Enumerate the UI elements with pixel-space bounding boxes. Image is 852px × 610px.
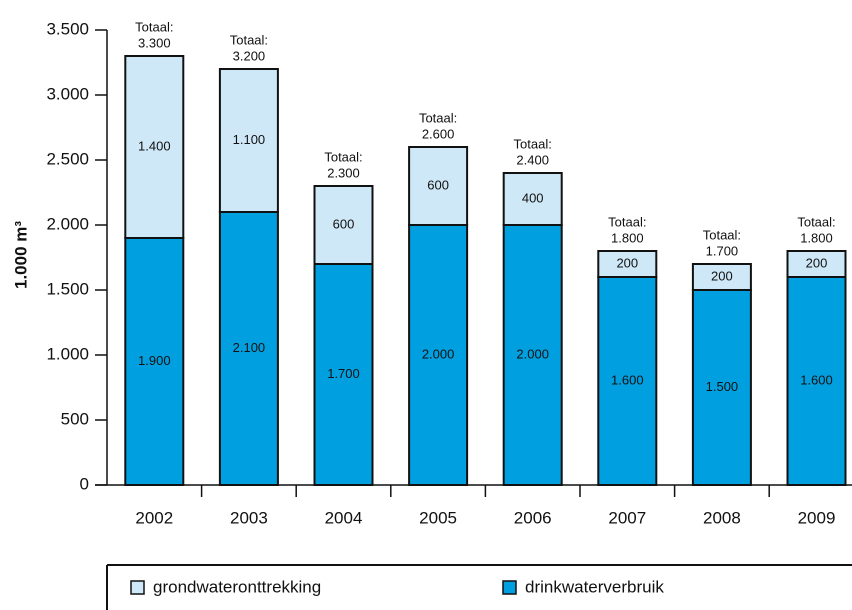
y-tick-label: 3.500	[46, 19, 89, 38]
data-label: 200	[711, 268, 733, 283]
bar-segment	[502, 172, 563, 226]
total-label: 1.800	[611, 230, 644, 245]
total-label: 2.400	[516, 152, 549, 167]
x-tick-label: 2002	[135, 508, 173, 527]
bar-segment	[597, 250, 658, 278]
y-tick-label: 1.500	[46, 279, 89, 298]
x-tick-label: 2004	[325, 508, 363, 527]
data-label: 1.700	[327, 366, 360, 381]
legend-label: drinkwaterverbruik	[525, 577, 664, 596]
y-tick-label: 3.000	[46, 84, 89, 103]
data-label: 1.400	[138, 138, 171, 153]
bar-segment	[124, 237, 185, 486]
total-prefix: Totaal:	[608, 214, 646, 229]
total-prefix: Totaal:	[135, 19, 173, 34]
legend-swatch	[130, 580, 145, 595]
total-label: 2.300	[327, 165, 360, 180]
bar-segment	[313, 263, 374, 486]
data-label: 400	[522, 190, 544, 205]
x-tick-label: 2006	[514, 508, 552, 527]
y-tick-label: 2.500	[46, 149, 89, 168]
legend-label: grondwateronttrekking	[153, 577, 321, 596]
y-tick-label: 0	[80, 474, 89, 493]
total-prefix: Totaal:	[703, 227, 741, 242]
x-tick-label: 2007	[608, 508, 646, 527]
x-tick-label: 2005	[419, 508, 457, 527]
x-tick-label: 2003	[230, 508, 268, 527]
data-label: 1.600	[611, 372, 644, 387]
data-label: 200	[806, 255, 828, 270]
total-label: 3.300	[138, 35, 171, 50]
total-prefix: Totaal:	[514, 136, 552, 151]
y-tick-label: 1.000	[46, 344, 89, 363]
bar-segment	[502, 224, 563, 486]
data-label: 600	[333, 216, 355, 231]
data-label: 200	[616, 255, 638, 270]
total-prefix: Totaal:	[419, 110, 457, 125]
data-label: 2.100	[233, 340, 266, 355]
total-label: 1.800	[800, 230, 833, 245]
total-prefix: Totaal:	[324, 149, 362, 164]
x-tick-label: 2009	[798, 508, 836, 527]
bar-segment	[408, 146, 469, 226]
total-label: 3.200	[233, 48, 266, 63]
bar-segment	[218, 68, 279, 213]
total-prefix: Totaal:	[797, 214, 835, 229]
data-label: 1.500	[706, 379, 739, 394]
bar-segment	[218, 211, 279, 486]
y-tick-label: 500	[61, 409, 89, 428]
bar-segment	[691, 263, 752, 291]
bar-segment	[124, 55, 185, 239]
x-tick-label: 2008	[703, 508, 741, 527]
bar-segment	[313, 185, 374, 265]
data-label: 2.000	[422, 346, 455, 361]
legend-swatch	[502, 580, 517, 595]
y-tick-label: 2.000	[46, 214, 89, 233]
data-label: 2.000	[516, 346, 549, 361]
bar-segment	[786, 250, 847, 278]
total-label: 1.700	[706, 243, 739, 258]
data-label: 1.900	[138, 353, 171, 368]
total-label: 2.600	[422, 126, 455, 141]
data-label: 1.600	[800, 372, 833, 387]
total-prefix: Totaal:	[230, 32, 268, 47]
bar-segment	[691, 289, 752, 486]
data-label: 600	[427, 177, 449, 192]
data-label: 1.100	[233, 132, 266, 147]
y-axis-title: 1.000 m³	[11, 221, 30, 289]
